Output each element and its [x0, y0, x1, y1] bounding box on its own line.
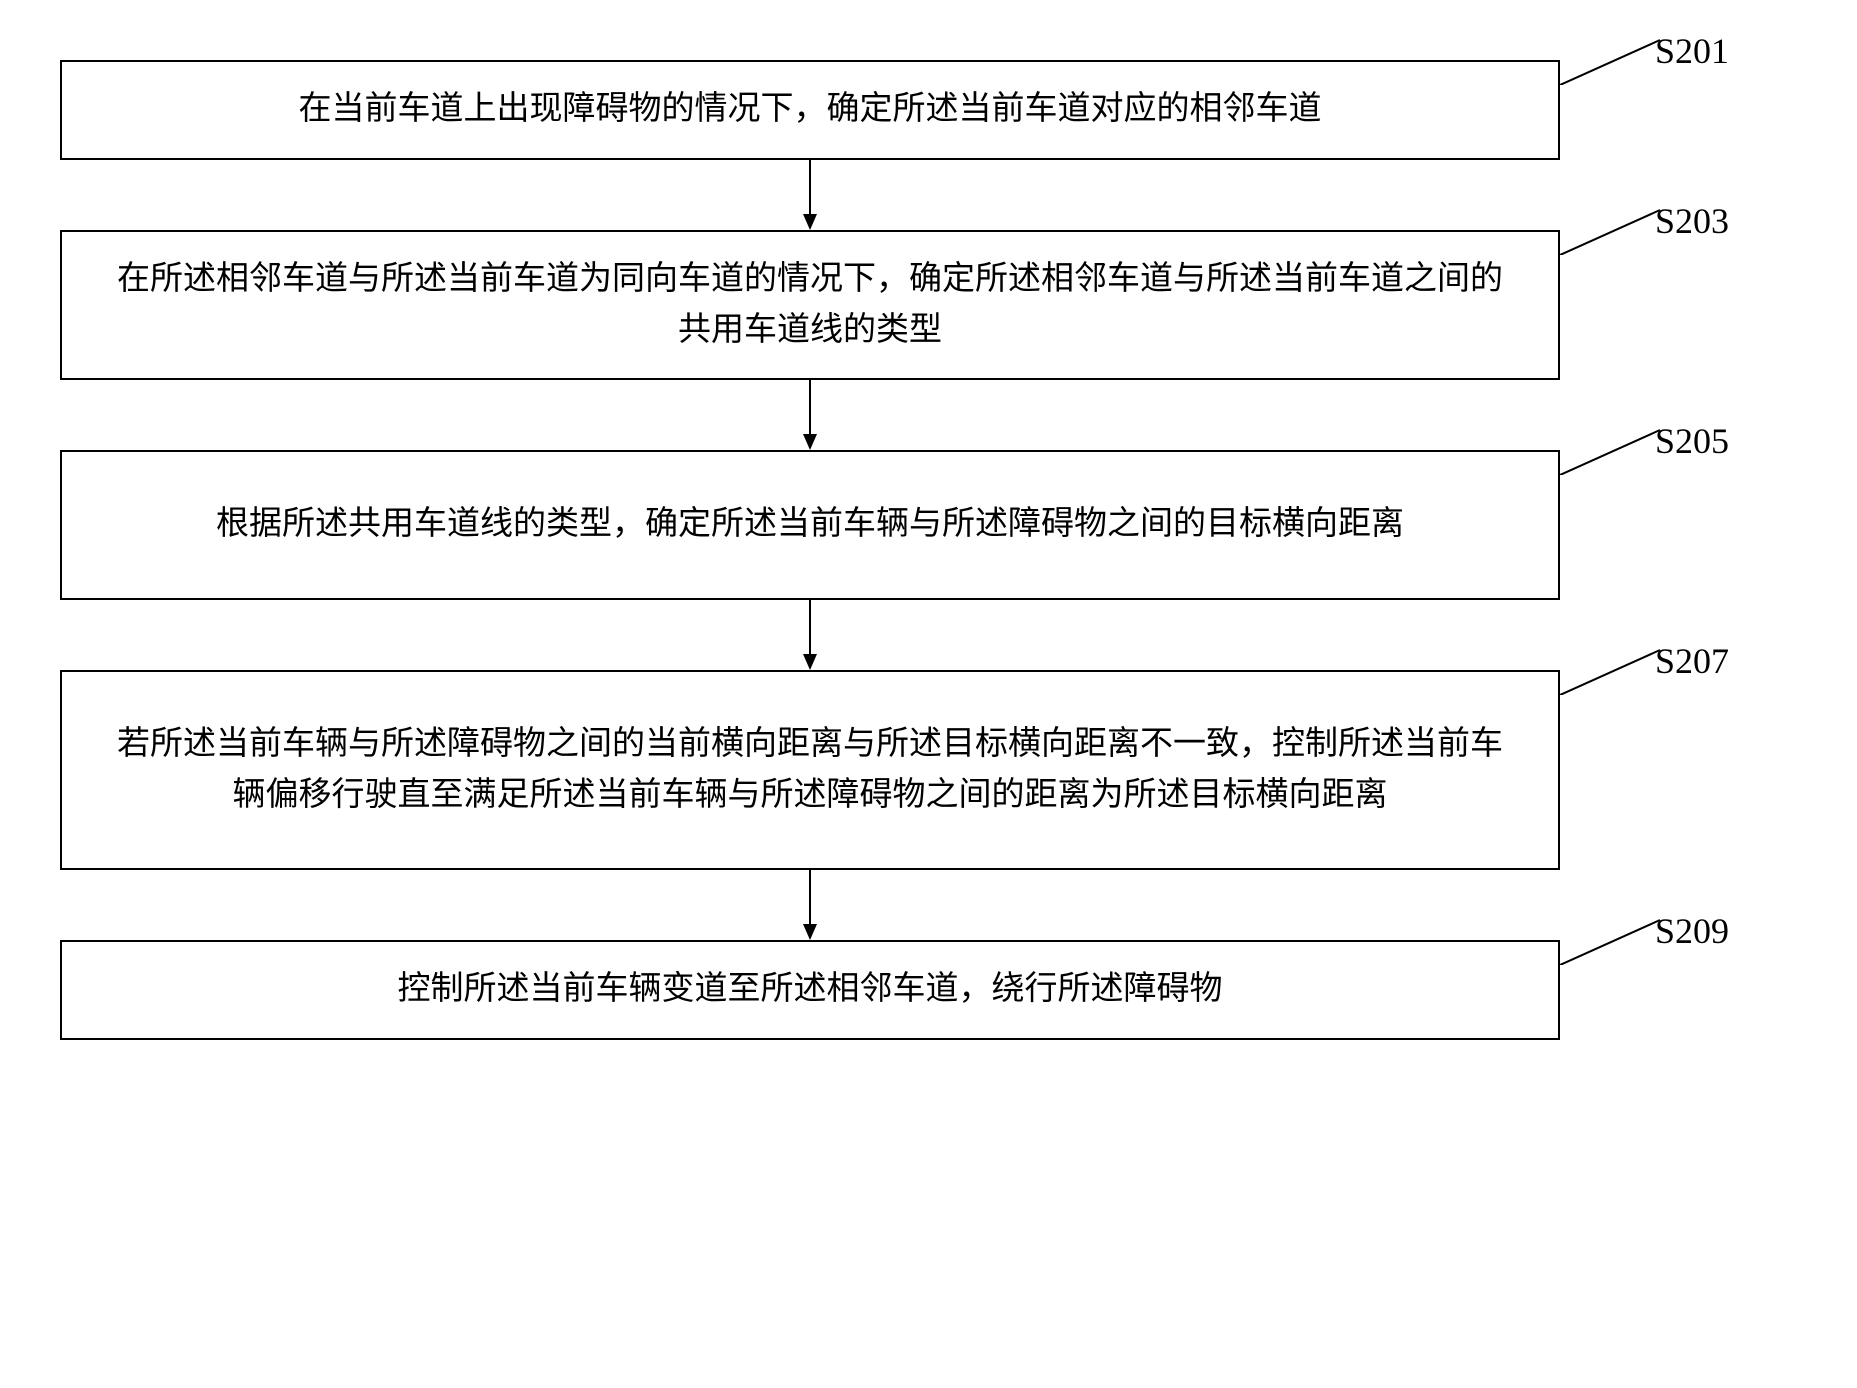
step-label: S209	[1655, 910, 1729, 952]
step-label-wrap: S207	[1560, 670, 1740, 870]
flowchart-arrow	[60, 380, 1560, 450]
flowchart-step-row: 根据所述共用车道线的类型，确定所述当前车辆与所述障碍物之间的目标横向距离S205	[60, 450, 1740, 600]
flowchart-step-box: 控制所述当前车辆变道至所述相邻车道，绕行所述障碍物	[60, 940, 1560, 1040]
step-label-wrap: S205	[1560, 450, 1740, 600]
flowchart-step-row: 在当前车道上出现障碍物的情况下，确定所述当前车道对应的相邻车道S201	[60, 60, 1740, 160]
arrow-down-icon	[800, 600, 820, 670]
leader-line	[1560, 915, 1670, 965]
leader-line	[1560, 35, 1670, 85]
flowchart-arrow	[60, 870, 1560, 940]
flowchart-step-row: 若所述当前车辆与所述障碍物之间的当前横向距离与所述目标横向距离不一致，控制所述当…	[60, 670, 1740, 870]
flowchart-step-box: 根据所述共用车道线的类型，确定所述当前车辆与所述障碍物之间的目标横向距离	[60, 450, 1560, 600]
leader-line	[1560, 645, 1670, 695]
leader-line	[1560, 425, 1670, 475]
flowchart-arrow	[60, 160, 1560, 230]
flowchart-step-row: 在所述相邻车道与所述当前车道为同向车道的情况下，确定所述相邻车道与所述当前车道之…	[60, 230, 1740, 380]
step-label: S201	[1655, 30, 1729, 72]
step-label-wrap: S203	[1560, 230, 1740, 380]
step-label-wrap: S209	[1560, 940, 1740, 1040]
leader-line	[1560, 205, 1670, 255]
flowchart-step-box: 在所述相邻车道与所述当前车道为同向车道的情况下，确定所述相邻车道与所述当前车道之…	[60, 230, 1560, 380]
flowchart-container: 在当前车道上出现障碍物的情况下，确定所述当前车道对应的相邻车道S201在所述相邻…	[60, 60, 1740, 1040]
arrow-down-icon	[800, 870, 820, 940]
flowchart-step-box: 若所述当前车辆与所述障碍物之间的当前横向距离与所述目标横向距离不一致，控制所述当…	[60, 670, 1560, 870]
step-label-wrap: S201	[1560, 60, 1740, 160]
step-label: S205	[1655, 420, 1729, 462]
arrow-down-icon	[800, 160, 820, 230]
flowchart-step-box: 在当前车道上出现障碍物的情况下，确定所述当前车道对应的相邻车道	[60, 60, 1560, 160]
step-label: S207	[1655, 640, 1729, 682]
arrow-down-icon	[800, 380, 820, 450]
step-label: S203	[1655, 200, 1729, 242]
flowchart-step-row: 控制所述当前车辆变道至所述相邻车道，绕行所述障碍物S209	[60, 940, 1740, 1040]
flowchart-arrow	[60, 600, 1560, 670]
